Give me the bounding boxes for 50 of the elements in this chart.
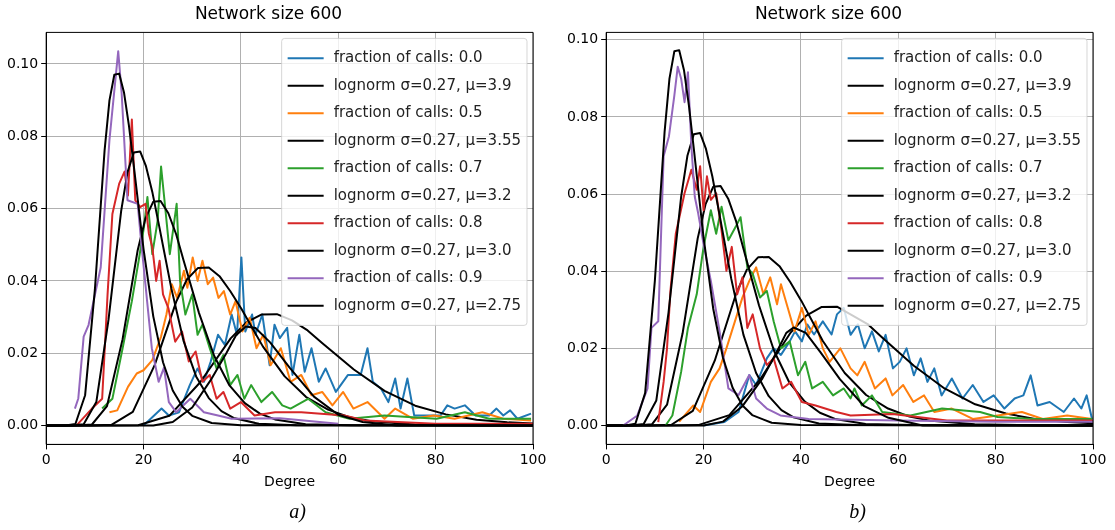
text: a) bbox=[288, 500, 307, 523]
x-tick-label: 20 bbox=[694, 451, 713, 468]
legend-label: lognorm σ=0.27, μ=3.55 bbox=[333, 130, 522, 149]
x-tick-label: 0 bbox=[601, 451, 611, 468]
legend-label: fraction of calls: 0.8 bbox=[333, 213, 483, 232]
x-tick-label: 0 bbox=[41, 451, 51, 468]
x-tick-label: 80 bbox=[986, 451, 1005, 468]
chart-title: Network size 600 bbox=[194, 2, 343, 23]
legend-label: fraction of calls: 0.5 bbox=[333, 103, 483, 122]
chart-title: Network size 600 bbox=[754, 2, 903, 23]
legend-label: fraction of calls: 0.5 bbox=[893, 103, 1043, 122]
legend-label: fraction of calls: 0.7 bbox=[893, 158, 1043, 177]
y-tick-label: 0.04 bbox=[7, 271, 39, 288]
legend-label: fraction of calls: 0.9 bbox=[893, 268, 1043, 287]
y-tick-label: 0.08 bbox=[7, 126, 39, 143]
text: b) bbox=[848, 500, 867, 523]
x-axis-title: Degree bbox=[824, 473, 876, 490]
legend-label: lognorm σ=0.27, μ=2.75 bbox=[893, 295, 1082, 314]
y-tick-label: 0.02 bbox=[567, 338, 599, 355]
y-tick-label: 0.06 bbox=[567, 184, 599, 201]
legend-label: fraction of calls: 0.0 bbox=[333, 48, 483, 67]
x-tick-label: 80 bbox=[426, 451, 445, 468]
legend-label: fraction of calls: 0.7 bbox=[333, 158, 483, 177]
y-tick-label: 0.10 bbox=[567, 30, 599, 47]
y-tick-label: 0.10 bbox=[7, 54, 39, 71]
y-tick-label: 0.04 bbox=[567, 261, 599, 278]
legend-label: lognorm σ=0.27, μ=3.9 bbox=[333, 75, 512, 94]
x-tick-label: 60 bbox=[329, 451, 348, 468]
legend-label: lognorm σ=0.27, μ=3.2 bbox=[333, 185, 512, 204]
x-tick-label: 100 bbox=[519, 451, 547, 468]
y-tick-label: 0.02 bbox=[7, 343, 39, 360]
legend-label: lognorm σ=0.27, μ=3.9 bbox=[893, 75, 1072, 94]
x-tick-label: 20 bbox=[134, 451, 153, 468]
legend-label: fraction of calls: 0.8 bbox=[893, 213, 1043, 232]
x-tick-label: 40 bbox=[231, 451, 250, 468]
x-tick-label: 60 bbox=[889, 451, 908, 468]
legend-label: lognorm σ=0.27, μ=2.75 bbox=[333, 295, 522, 314]
y-tick-label: 0.00 bbox=[7, 416, 39, 433]
legend-label: lognorm σ=0.27, μ=3.0 bbox=[333, 240, 512, 259]
x-tick-label: 40 bbox=[791, 451, 810, 468]
y-tick-label: 0.08 bbox=[567, 107, 599, 124]
legend-label: fraction of calls: 0.9 bbox=[333, 268, 483, 287]
x-tick-label: 100 bbox=[1079, 451, 1107, 468]
legend-label: fraction of calls: 0.0 bbox=[893, 48, 1043, 67]
legend-label: lognorm σ=0.27, μ=3.2 bbox=[893, 185, 1072, 204]
y-tick-label: 0.06 bbox=[7, 199, 39, 216]
x-axis-title: Degree bbox=[264, 473, 316, 490]
y-tick-label: 0.00 bbox=[567, 416, 599, 433]
legend-label: lognorm σ=0.27, μ=3.0 bbox=[893, 240, 1072, 259]
legend-label: lognorm σ=0.27, μ=3.55 bbox=[893, 130, 1082, 149]
